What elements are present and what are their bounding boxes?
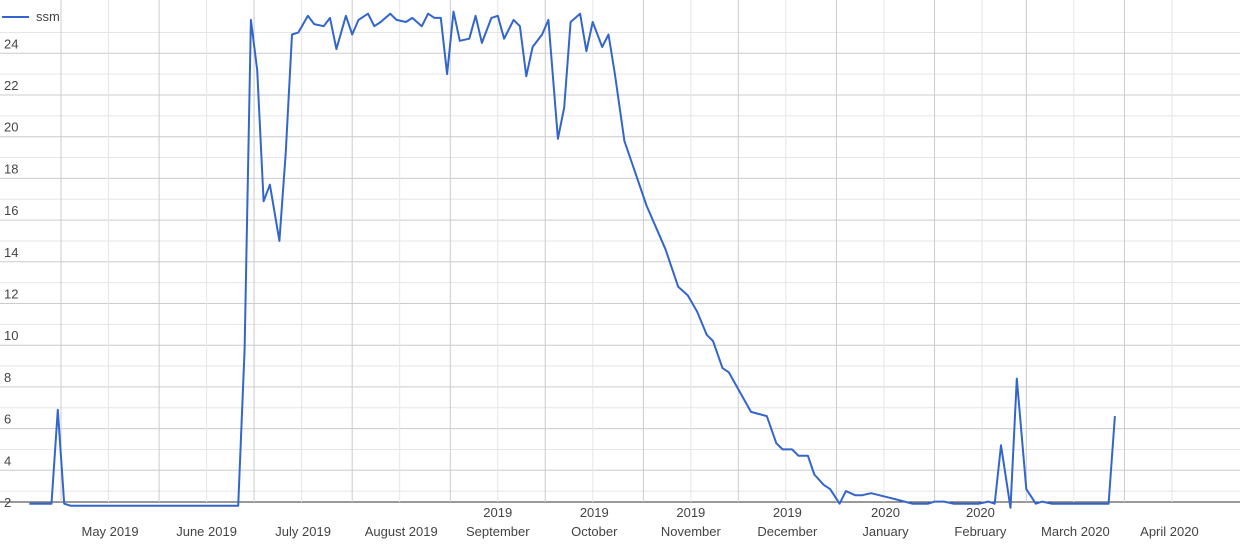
y-tick-label: 16 [4,203,18,218]
y-tick-label: 8 [4,370,11,385]
x-tick-label: May 2019 [82,524,139,539]
gridlines [0,0,1240,503]
x-tick-year-label: 2020 [966,505,995,520]
x-tick-label: December [757,524,818,539]
y-tick-label: 10 [4,328,18,343]
y-tick-label: 22 [4,78,18,93]
x-tick-label: August 2019 [365,524,438,539]
y-tick-label: 2 [4,495,11,510]
legend-label: ssm [36,9,60,24]
x-tick-label: July 2019 [275,524,331,539]
x-tick-label: October [571,524,618,539]
x-tick-label: March 2020 [1041,524,1110,539]
x-tick-label: January [862,524,909,539]
x-axis: May 2019 June 2019 July 2019 August 2019 201… [82,505,1199,539]
x-tick-year-label: 2019 [580,505,609,520]
x-tick-label: September [466,524,530,539]
series-line-ssm[interactable] [29,10,1116,509]
x-tick-year-label: 2019 [483,505,512,520]
x-tick-label: February [954,524,1007,539]
legend[interactable]: ssm [2,9,60,24]
y-tick-label: 20 [4,120,18,135]
series-layer [29,10,1116,509]
y-tick-label: 24 [4,36,18,51]
x-tick-year-label: 2019 [773,505,802,520]
x-tick-label: June 2019 [176,524,237,539]
y-tick-label: 6 [4,412,11,427]
y-tick-label: 12 [4,287,18,302]
x-tick-year-label: 2020 [871,505,900,520]
x-tick-label: April 2020 [1140,524,1199,539]
x-tick-label: November [661,524,722,539]
y-tick-label: 18 [4,161,18,176]
y-tick-label: 14 [4,245,18,260]
y-tick-label: 4 [4,453,11,468]
x-tick-year-label: 2019 [676,505,705,520]
